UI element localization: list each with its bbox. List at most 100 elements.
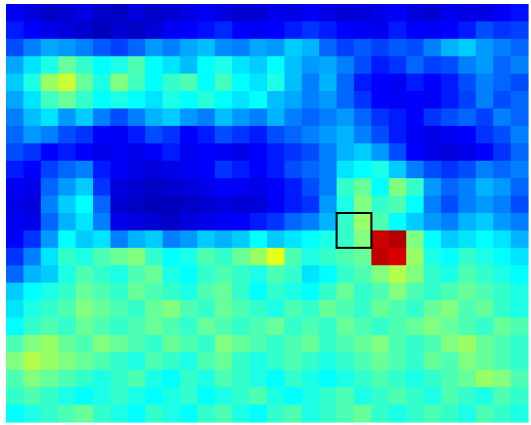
heatmap-cell [284,91,303,110]
heatmap-cell [441,387,459,406]
heatmap-cell [441,300,459,319]
heatmap-cell [406,213,425,232]
heatmap-cell [388,160,407,179]
heatmap-cell [441,369,459,388]
heatmap-cell [23,282,42,301]
heatmap-cell [110,195,129,214]
heatmap-cell [23,125,42,144]
heatmap-cell [458,178,477,197]
heatmap-cell [336,369,355,388]
heatmap-cell [93,369,111,388]
heatmap-cell [475,73,494,92]
heatmap-cell [267,230,285,249]
heatmap-cell [214,213,233,232]
heatmap-cell [93,108,111,127]
heatmap-cell [354,125,372,144]
heatmap-cell [493,91,512,110]
heatmap-cell [510,213,529,232]
heatmap-cell [6,369,24,388]
heatmap-cell [493,143,512,162]
heatmap-cell [284,143,303,162]
heatmap-cell [40,56,59,75]
heatmap-cell [93,21,111,40]
heatmap-cell [319,247,338,266]
heatmap-cell [336,282,355,301]
heatmap-cell [162,21,181,40]
heatmap-cell [493,247,512,266]
heatmap-cell [388,178,407,197]
heatmap-cell [232,387,251,406]
heatmap-cell [249,282,268,301]
heatmap-cell [40,91,59,110]
heatmap-cell [336,143,355,162]
heatmap-cell [249,404,268,423]
heatmap-cell [93,178,111,197]
heatmap-cell [423,125,442,144]
heatmap-cell [58,125,77,144]
heatmap-cell [127,38,146,57]
heatmap-cell [406,91,425,110]
heatmap-cell [284,265,303,284]
heatmap-cell [441,195,459,214]
heatmap-cell [336,213,355,232]
heatmap-cell [336,387,355,406]
heatmap-cell [197,213,216,232]
heatmap-cell [423,387,442,406]
heatmap-cell [197,230,216,249]
heatmap-cell [180,73,198,92]
heatmap-cell [23,108,42,127]
heatmap-cell [371,300,390,319]
heatmap-cell [441,38,459,57]
heatmap-cell [75,369,94,388]
heatmap-cell [110,282,129,301]
heatmap-cell [284,160,303,179]
heatmap-cell [180,143,198,162]
heatmap-cell [423,213,442,232]
heatmap-cell [301,143,320,162]
heatmap-cell [371,195,390,214]
heatmap-cell [249,195,268,214]
heatmap-cell [319,387,338,406]
heatmap-cell [458,73,477,92]
heatmap-cell [475,265,494,284]
heatmap-cell [249,125,268,144]
heatmap-cell [145,247,164,266]
heatmap-cell [180,387,198,406]
heatmap-cell [75,21,94,40]
heatmap-cell [493,56,512,75]
heatmap-cell [301,352,320,371]
heatmap-cell [336,317,355,336]
heatmap-cell [232,108,251,127]
heatmap-cell [162,230,181,249]
heatmap-cell [93,334,111,353]
heatmap-cell [371,282,390,301]
heatmap-cell [441,404,459,423]
heatmap-cell [388,108,407,127]
heatmap-cell [145,230,164,249]
heatmap-cell [267,125,285,144]
heatmap-cell [284,125,303,144]
heatmap-cell [145,178,164,197]
heatmap-cell [371,21,390,40]
heatmap-cell [475,56,494,75]
heatmap-cell [127,108,146,127]
heatmap-cell [145,21,164,40]
heatmap-cell [145,317,164,336]
heatmap-cell [371,265,390,284]
heatmap-cell [127,73,146,92]
heatmap-cell [388,247,407,266]
heatmap-cell [232,73,251,92]
heatmap-cell [110,56,129,75]
heatmap-cell [423,247,442,266]
heatmap-cell [423,300,442,319]
heatmap-cell [510,230,529,249]
heatmap-cell [180,247,198,266]
heatmap-cell [388,404,407,423]
heatmap-cell [214,230,233,249]
heatmap-cell [388,91,407,110]
heatmap-cell [267,282,285,301]
heatmap-cell [301,282,320,301]
heatmap-cell [406,38,425,57]
heatmap-cell [180,282,198,301]
heatmap-cell [127,387,146,406]
